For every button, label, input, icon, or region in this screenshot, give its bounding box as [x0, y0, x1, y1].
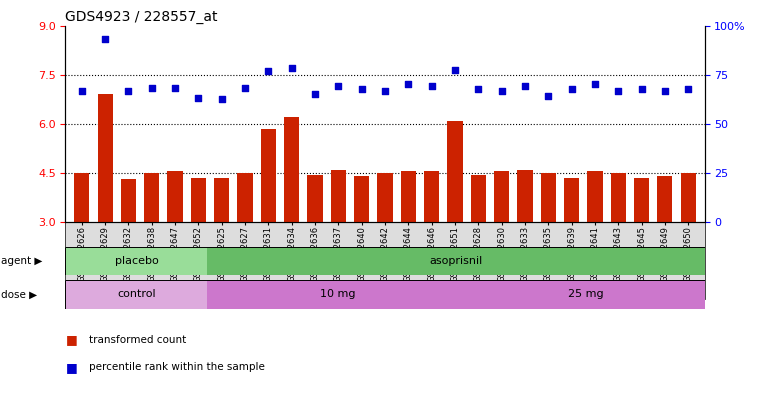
- Bar: [261, 129, 276, 222]
- Text: 10 mg: 10 mg: [320, 289, 356, 299]
- Point: [263, 68, 275, 75]
- Text: agent ▶: agent ▶: [1, 256, 42, 266]
- Text: ■: ■: [65, 333, 77, 347]
- Point: [192, 94, 205, 101]
- Text: GDS4923 / 228557_at: GDS4923 / 228557_at: [65, 10, 218, 24]
- Point: [612, 88, 624, 94]
- Point: [402, 81, 414, 88]
- Point: [286, 65, 298, 71]
- Bar: [400, 171, 416, 222]
- Point: [146, 84, 158, 91]
- Bar: [447, 121, 463, 222]
- Text: percentile rank within the sample: percentile rank within the sample: [89, 362, 264, 373]
- Bar: [144, 173, 159, 222]
- Bar: [494, 171, 509, 222]
- Text: control: control: [117, 289, 156, 299]
- Point: [356, 86, 368, 93]
- Point: [635, 86, 648, 93]
- Bar: [681, 173, 696, 222]
- Bar: [207, 280, 468, 309]
- Point: [589, 81, 601, 88]
- Bar: [564, 178, 579, 222]
- Point: [495, 88, 507, 94]
- Point: [449, 66, 461, 73]
- Point: [519, 83, 531, 89]
- Point: [426, 83, 438, 89]
- Point: [309, 91, 321, 97]
- Point: [216, 96, 228, 102]
- Point: [122, 88, 135, 94]
- Bar: [588, 171, 602, 222]
- Point: [379, 88, 391, 94]
- Bar: [331, 170, 346, 222]
- Point: [565, 86, 578, 93]
- Bar: [191, 178, 206, 222]
- Bar: [168, 171, 182, 222]
- Bar: [65, 280, 207, 309]
- Point: [332, 83, 344, 89]
- Bar: [470, 174, 486, 222]
- Point: [99, 35, 111, 42]
- Bar: [541, 173, 556, 222]
- Text: ■: ■: [65, 361, 77, 374]
- Point: [169, 84, 181, 91]
- Bar: [468, 280, 705, 309]
- Text: transformed count: transformed count: [89, 335, 186, 345]
- Bar: [65, 247, 207, 275]
- Bar: [284, 117, 300, 222]
- Bar: [354, 176, 370, 222]
- Point: [472, 86, 484, 93]
- Bar: [634, 178, 649, 222]
- Bar: [237, 173, 253, 222]
- Point: [682, 86, 695, 93]
- Bar: [517, 170, 533, 222]
- Point: [239, 84, 251, 91]
- Bar: [424, 171, 439, 222]
- Bar: [377, 173, 393, 222]
- Point: [75, 88, 88, 94]
- Bar: [121, 180, 136, 222]
- Bar: [214, 178, 229, 222]
- Point: [659, 88, 671, 94]
- Bar: [98, 94, 112, 222]
- Point: [542, 93, 554, 99]
- Bar: [611, 173, 626, 222]
- Text: 25 mg: 25 mg: [568, 289, 604, 299]
- Bar: [207, 247, 705, 275]
- Text: asoprisnil: asoprisnil: [430, 256, 483, 266]
- Bar: [658, 176, 672, 222]
- Bar: [74, 173, 89, 222]
- Text: placebo: placebo: [115, 256, 159, 266]
- Bar: [307, 174, 323, 222]
- Text: dose ▶: dose ▶: [1, 289, 37, 299]
